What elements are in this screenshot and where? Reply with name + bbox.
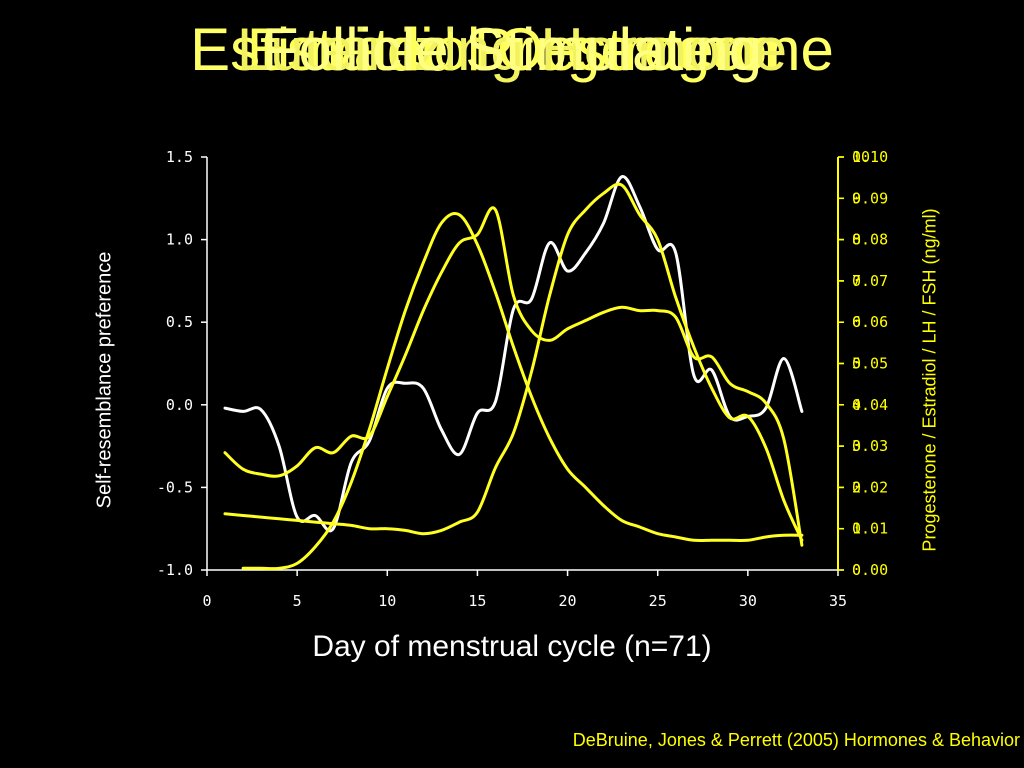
right-tick-label: 6	[852, 313, 861, 331]
right-tick-label: 0	[852, 561, 861, 579]
y-tick-label: 0.0	[166, 396, 193, 414]
x-tick-label: 25	[649, 592, 667, 610]
hormone-line-2	[241, 211, 804, 571]
right-tick-label: 0.00	[852, 561, 888, 579]
chart-title-lh: Luteinizing Hormone	[236, 16, 788, 83]
y-tick-label: -0.5	[157, 478, 193, 496]
chart-title-estradiol: Estradiol Oestrogen	[246, 16, 778, 83]
right-tick-label: 0.01	[852, 520, 888, 538]
right-tick-label: 2	[852, 478, 861, 496]
right-tick-label: 0.03	[852, 437, 888, 455]
x-tick-label: 35	[829, 592, 847, 610]
right-tick-label: 5	[852, 355, 861, 373]
right-tick-label: 0.04	[852, 396, 888, 414]
right-tick-label: 0.02	[852, 478, 888, 496]
right-axis-label: Progesterone / Estradiol / LH / FSH (ng/…	[919, 208, 940, 552]
x-tick-label: 10	[378, 592, 396, 610]
y-tick-label: -1.0	[157, 561, 193, 579]
y-tick-label: 1.5	[166, 148, 193, 166]
right-tick-label: 7	[852, 272, 861, 290]
right-tick-label: 0.05	[852, 355, 888, 373]
chart-title-fsh: Follicle Stimulating	[261, 16, 763, 83]
citation: DeBruine, Jones & Perrett (2005) Hormone…	[572, 730, 1020, 750]
right-tick-label: 0.08	[852, 231, 888, 249]
x-tick-label: 30	[739, 592, 757, 610]
x-tick-label: 0	[202, 592, 211, 610]
right-tick-label: 10	[852, 148, 870, 166]
right-tick-label: 3	[852, 437, 861, 455]
chart-title-progesterone: Estimated Progesterone	[190, 16, 834, 83]
right-tick-label: 9	[852, 189, 861, 207]
right-tick-label: 0.09	[852, 189, 888, 207]
y-tick-label: 1.0	[166, 231, 193, 249]
x-axis-label: Day of menstrual cycle (n=71)	[312, 630, 712, 663]
right-tick-label: 1	[852, 520, 861, 538]
right-tick-label: 8	[852, 231, 861, 249]
hormone-line-3	[223, 182, 804, 542]
x-tick-label: 5	[293, 592, 302, 610]
hormone-line-1	[223, 206, 804, 547]
right-tick-label: 0.07	[852, 272, 888, 290]
y-axis-label: Self-resemblance preference	[93, 251, 116, 509]
x-tick-label: 20	[559, 592, 577, 610]
right-tick-label: 0.10	[852, 148, 888, 166]
self-resemblance-line	[223, 175, 804, 533]
x-tick-label: 15	[468, 592, 486, 610]
y-tick-label: 0.5	[166, 313, 193, 331]
right-tick-label: 4	[852, 396, 861, 414]
right-tick-label: 0.06	[852, 313, 888, 331]
